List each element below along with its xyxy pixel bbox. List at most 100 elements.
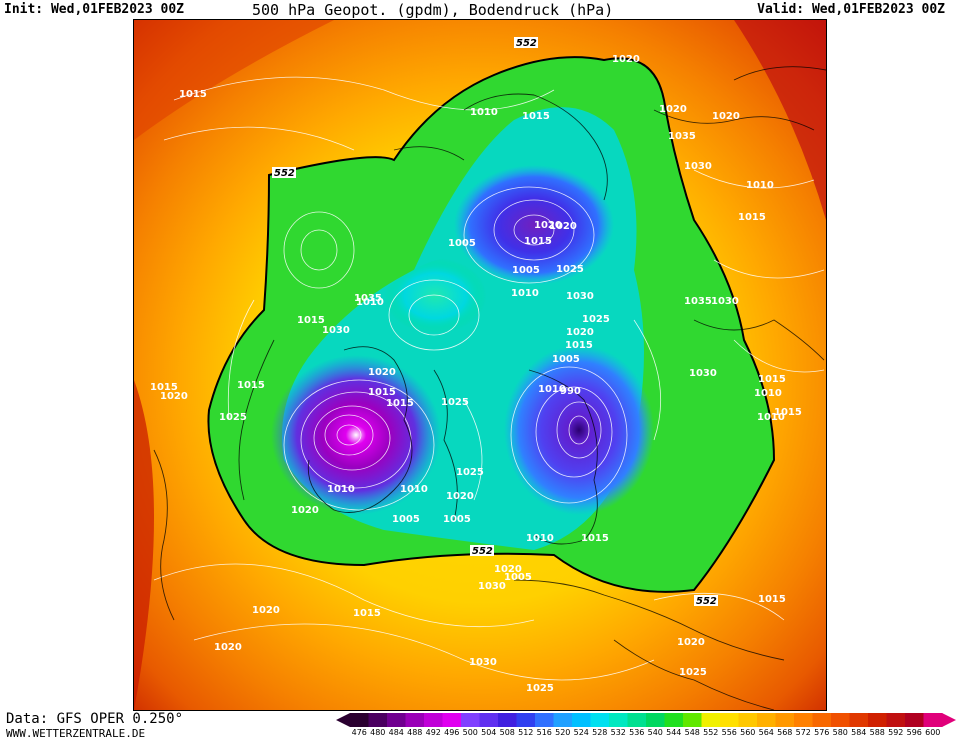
isobar-label: 1035 — [684, 296, 712, 307]
isobar-label: 1015 — [524, 236, 552, 247]
colorbar-swatch — [646, 713, 665, 727]
colorbar-tick-label: 520 — [555, 728, 571, 737]
isobar-label: 1025 — [441, 397, 469, 408]
init-time-label: Init: Wed,01FEB2023 00Z — [4, 2, 185, 17]
isobar-label: 1020 — [659, 104, 687, 115]
isobar-label: 1005 — [512, 265, 540, 276]
isobar-label: 1035 — [668, 131, 696, 142]
isobar-label: 1015 — [179, 89, 207, 100]
colorbar-swatch — [609, 713, 628, 727]
isobar-label: 1030 — [322, 325, 350, 336]
isobar-label: 1015 — [353, 608, 381, 619]
colorbar-tick-label: 532 — [610, 728, 626, 737]
colorbar-tick-label: 588 — [869, 728, 885, 737]
isobar-label: 1010 — [526, 533, 554, 544]
colorbar-tick-label: 580 — [832, 728, 848, 737]
colorbar-tick-label: 552 — [703, 728, 719, 737]
low-west — [271, 355, 441, 515]
colorbar-swatch — [424, 713, 443, 727]
isobar-label: 1020 — [549, 221, 577, 232]
colorbar-labels: 476 480 484 488 492 496 500 504 508 512 516 520 524 5… — [336, 728, 956, 740]
colorbar-tick-label: 484 — [388, 728, 404, 737]
isobar-label: 1025 — [556, 264, 584, 275]
colorbar-swatch — [461, 713, 480, 727]
isobar-label: 1015 — [297, 315, 325, 326]
isobar-label: 1010 — [327, 484, 355, 495]
colorbar-swatch — [590, 713, 610, 727]
colorbar-tick-label: 568 — [777, 728, 793, 737]
isobar-label: 1020 — [677, 637, 705, 648]
low-east — [504, 345, 654, 515]
isobar-label: 1005 — [392, 514, 420, 525]
isobar-label: 1030 — [469, 657, 497, 668]
isobar-label: 1015 — [368, 387, 396, 398]
colorbar-tick-label: 544 — [666, 728, 682, 737]
isobar-label: 1015 — [386, 398, 414, 409]
isobar-label: 1025 — [679, 667, 707, 678]
isobar-label: 1015 — [774, 407, 802, 418]
contour-label-bg — [470, 545, 494, 556]
isobar-label: 1020 — [534, 220, 562, 231]
isobar-label: 1030 — [684, 161, 712, 172]
colorbar-tick-label: 516 — [536, 728, 552, 737]
contour-label-bg — [514, 37, 538, 48]
isobar-label: 1020 — [214, 642, 242, 653]
colorbar-swatch — [775, 713, 795, 727]
colorbar-swatch — [350, 713, 369, 727]
isobar-label: 1020 — [252, 605, 280, 616]
isobar-label: 1010 — [538, 384, 566, 395]
weather-map[interactable]: 1015 1020 1010 1015 1020 1020 1030 1035 1010 1015… — [133, 19, 827, 711]
isobar-label: 1010 — [400, 484, 428, 495]
isobar-label: 1010 — [757, 412, 785, 423]
colorbar-swatch — [812, 713, 832, 727]
colorbar-tick-label: 560 — [740, 728, 756, 737]
colorbar-swatch — [831, 713, 850, 727]
isobar-label: 1005 — [504, 572, 532, 583]
colorbar-tick-label: 584 — [851, 728, 867, 737]
colorbar-tick-label: 564 — [758, 728, 774, 737]
colorbar-swatch — [868, 713, 887, 727]
colorbar-swatch — [905, 713, 924, 727]
colorbar-tick-label: 496 — [444, 728, 460, 737]
colorbar-swatch — [535, 713, 554, 727]
isobar-label: 1010 — [746, 180, 774, 191]
isobar-label: 1005 — [443, 514, 471, 525]
colorbar-arrow-right — [942, 713, 956, 727]
colorbar-swatch — [923, 713, 943, 727]
colorbar-tick-label: 600 — [925, 728, 941, 737]
isobar-label: 1015 — [150, 382, 178, 393]
isobar-label: 1020 — [291, 505, 319, 516]
isobar-label: 1020 — [612, 54, 640, 65]
isobar-label: 1025 — [456, 467, 484, 478]
low-north — [454, 165, 614, 285]
contour-552-label: 552 — [274, 168, 295, 179]
isobar-label: 1025 — [582, 314, 610, 325]
colorbar-swatch — [886, 713, 906, 727]
colorbar-swatch — [720, 713, 739, 727]
website-label: WWW.WETTERZENTRALE.DE — [6, 727, 146, 740]
colorbar-swatch — [738, 713, 758, 727]
colorbar-arrow-left — [336, 713, 350, 727]
colorbar-tick-label: 572 — [795, 728, 811, 737]
colorbar-tick-label: 476 — [351, 728, 367, 737]
isobar-label: 1010 — [356, 297, 384, 308]
isobar-label: 1015 — [581, 533, 609, 544]
isobar-label: 1015 — [758, 594, 786, 605]
colorbar-swatch — [572, 713, 591, 727]
isobar-label: 1035 — [354, 293, 382, 304]
colorbar-swatch — [683, 713, 702, 727]
colorbar-swatch — [757, 713, 776, 727]
colorbar-swatch — [387, 713, 406, 727]
isobar-label: 1015 — [237, 380, 265, 391]
contour-552-label: 552 — [472, 546, 493, 557]
colorbar-tick-label: 536 — [629, 728, 645, 737]
map-title: 500 hPa Geopot. (gpdm), Bodendruck (hPa) — [252, 1, 614, 19]
colorbar-tick-label: 508 — [499, 728, 515, 737]
isobar-label: 990 — [560, 386, 581, 397]
isobar-label: 1020 — [446, 491, 474, 502]
isobar-label: 1015 — [738, 212, 766, 223]
colorbar-tick-label: 504 — [481, 728, 497, 737]
colorbar-swatch — [516, 713, 536, 727]
colorbar-tick-label: 528 — [592, 728, 608, 737]
